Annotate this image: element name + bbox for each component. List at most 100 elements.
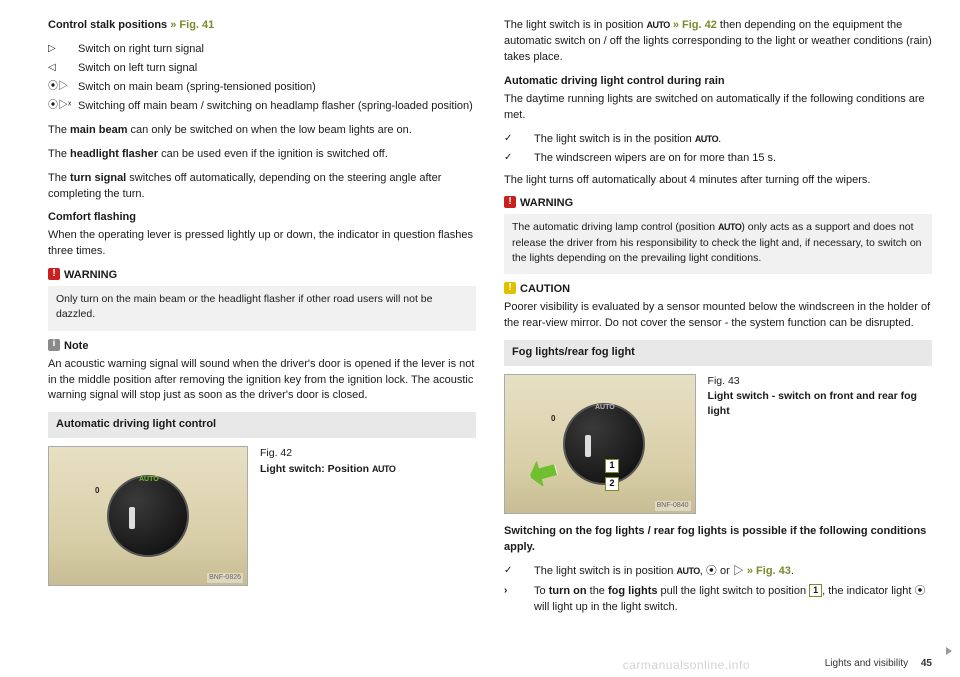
main-beam-para: The main beam can only be switched on wh… — [48, 123, 476, 139]
watermark: carmanualsonline.info — [623, 657, 750, 674]
rain-condition: The windscreen wipers are on for more th… — [504, 151, 932, 167]
note-icon: i — [48, 339, 60, 351]
auto-glyph: AUTO — [372, 464, 395, 474]
rain-cond-text: The light switch is in the position AUTO… — [534, 132, 932, 148]
stalk-text: Switch on left turn signal — [78, 61, 476, 77]
text-bold: main beam — [70, 124, 127, 136]
fog-cond-heading: Switching on the fog lights / rear fog l… — [504, 524, 932, 556]
page-footer: Lights and visibility 45 — [825, 657, 932, 672]
callout-2: 2 — [605, 477, 619, 491]
figure-42-title: Light switch: Position AUTO — [260, 463, 395, 475]
flasher-para: The headlight flasher can be used even i… — [48, 147, 476, 163]
fog-condition: The light switch is in position AUTO, ⦿ … — [504, 564, 932, 580]
rain-cond-text: The windscreen wipers are on for more th… — [534, 151, 932, 167]
dial-zero: 0 — [551, 413, 555, 425]
stalk-item: ◁ Switch on left turn signal — [48, 61, 476, 77]
text-bold: fog lights — [608, 585, 658, 597]
warning-body: Only turn on the main beam or the headli… — [48, 286, 476, 330]
chevron-icon — [504, 584, 524, 616]
caution-body: Poorer visibility is evaluated by a sens… — [504, 300, 932, 332]
warning-icon: ! — [504, 196, 516, 208]
warning-icon: ! — [48, 268, 60, 280]
note-body: An acoustic warning signal will sound wh… — [48, 357, 476, 405]
fog-section: Fog lights/rear fog light — [504, 340, 932, 366]
comfort-body: When the operating lever is pressed ligh… — [48, 228, 476, 260]
caution-label: CAUTION — [520, 282, 570, 298]
light-switch-dial: 0 AUTO — [107, 475, 189, 557]
dial-auto: AUTO — [595, 403, 615, 413]
text-bold: headlight flasher — [70, 148, 158, 160]
stalk-heading-text: Control stalk positions — [48, 19, 167, 31]
stalk-heading: Control stalk positions » Fig. 41 — [48, 18, 476, 34]
figure-42-num: Fig. 42 — [260, 446, 395, 461]
note-heading: i Note — [48, 339, 476, 355]
check-icon — [504, 151, 524, 167]
stalk-text: Switch on main beam (spring-tensioned po… — [78, 80, 476, 96]
turnsignal-para: The turn signal switches off automatical… — [48, 171, 476, 203]
comfort-heading: Comfort flashing — [48, 210, 476, 226]
figure-42-image: 0 AUTO BNF-0826 — [48, 446, 248, 586]
figure-42-caption: Fig. 42 Light switch: Position AUTO — [260, 446, 395, 586]
stalk-item: ⦿▷ Switch on main beam (spring-tensioned… — [48, 80, 476, 96]
figure-42: 0 AUTO BNF-0826 Fig. 42 Light switch: Po… — [48, 446, 476, 586]
figure-43: 0 AUTO 1 2 BNF-0840 Fig. 43 Light switch… — [504, 374, 932, 514]
warning-body: The automatic driving lamp control (posi… — [504, 214, 932, 274]
rain-heading: Automatic driving light control during r… — [504, 74, 932, 90]
warning-heading: ! WARNING — [48, 268, 476, 284]
stalk-text: Switch on right turn signal — [78, 42, 476, 58]
text: The — [48, 148, 70, 160]
fig-ref: » Fig. 43 — [744, 565, 791, 577]
text: the — [587, 585, 608, 597]
text: The — [48, 172, 70, 184]
text: , ⦿ or ▷ — [700, 565, 744, 577]
warning-heading: ! WARNING — [504, 196, 932, 212]
text: can only be switched on when the low bea… — [127, 124, 411, 136]
stalk-symbol: ▷ — [48, 42, 68, 58]
auto-glyph: AUTO — [676, 566, 699, 576]
pull-arrow-icon — [526, 456, 560, 490]
auto-glyph: AUTO — [646, 20, 669, 30]
rain-intro: The daytime running lights are switched … — [504, 92, 932, 124]
caution-heading: ! CAUTION — [504, 282, 932, 298]
stalk-text: Switching off main beam / switching on h… — [78, 99, 476, 115]
auto-glyph: AUTO — [695, 134, 718, 144]
caution-icon: ! — [504, 282, 516, 294]
text-bold: turn on — [549, 585, 587, 597]
rain-condition: The light switch is in the position AUTO… — [504, 132, 932, 148]
text-bold: turn signal — [70, 172, 126, 184]
note-label: Note — [64, 339, 88, 355]
rain-after: The light turns off automatically about … — [504, 173, 932, 189]
figure-43-num: Fig. 43 — [708, 374, 932, 389]
right-column: The light switch is in position AUTO » F… — [504, 18, 932, 618]
text: To — [534, 585, 549, 597]
fig-ref: » Fig. 42 — [670, 19, 717, 31]
text: Light switch: Position — [260, 463, 372, 475]
check-icon — [504, 132, 524, 148]
callout-1: 1 — [605, 459, 619, 473]
stalk-item: ⦿▷ˣ Switching off main beam / switching … — [48, 99, 476, 115]
figure-43-title: Light switch - switch on front and rear … — [708, 390, 917, 417]
stalk-symbol: ◁ — [48, 61, 68, 77]
text: pull the light switch to position — [657, 585, 809, 597]
stalk-item: ▷ Switch on right turn signal — [48, 42, 476, 58]
figure-43-code: BNF-0840 — [655, 501, 691, 511]
text: The — [48, 124, 70, 136]
warning-label: WARNING — [520, 196, 573, 212]
auto-light-section: Automatic driving light control — [48, 412, 476, 438]
text: The light switch is in position — [504, 19, 646, 31]
dial-auto: AUTO — [139, 475, 159, 485]
auto-glyph: AUTO — [718, 222, 741, 232]
footer-section: Lights and visibility — [825, 658, 908, 669]
stalk-symbol: ⦿▷ — [48, 80, 68, 96]
figure-43-caption: Fig. 43 Light switch - switch on front a… — [708, 374, 932, 514]
fog-turnon-text: To turn on the fog lights pull the light… — [534, 584, 932, 616]
stalk-symbol: ⦿▷ˣ — [48, 99, 68, 115]
text: . — [791, 565, 794, 577]
fog-cond-text: The light switch is in position AUTO, ⦿ … — [534, 564, 932, 580]
check-icon — [504, 564, 524, 580]
figure-43-image: 0 AUTO 1 2 BNF-0840 — [504, 374, 696, 514]
figure-42-code: BNF-0826 — [207, 573, 243, 583]
dial-zero: 0 — [95, 485, 99, 497]
text: The light switch is in position — [534, 565, 676, 577]
fog-turnon: To turn on the fog lights pull the light… — [504, 584, 932, 616]
